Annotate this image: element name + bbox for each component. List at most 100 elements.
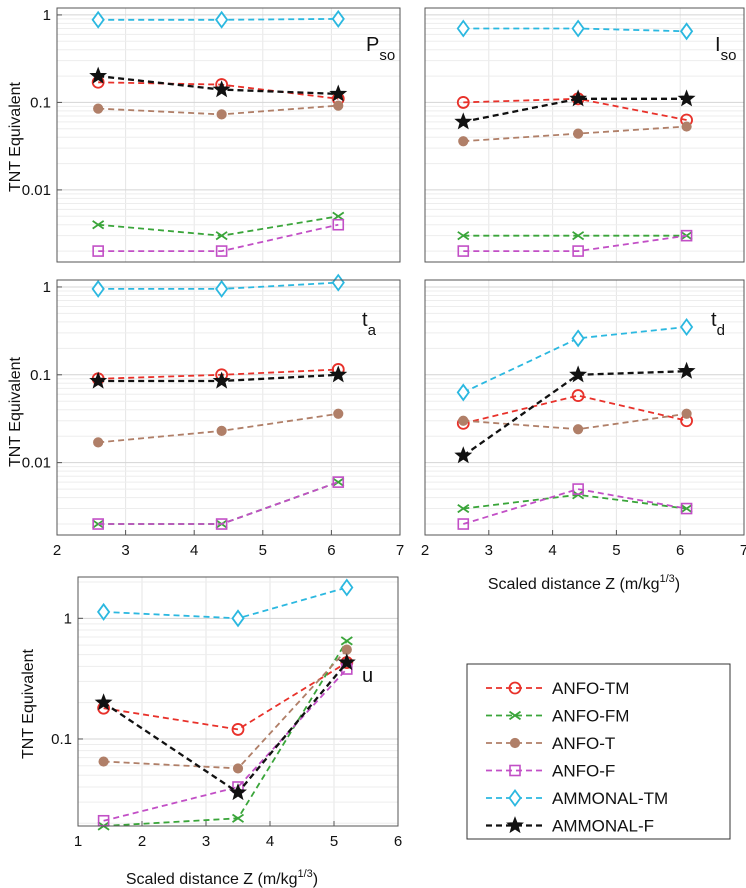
series-anfo-fm-marker [92,519,105,529]
series-anfo-tm-marker [571,389,585,402]
series-anfo-t-marker [681,121,692,132]
x-tick-label: 6 [676,542,684,559]
series-anfo-fm [92,211,345,241]
series-ammonal-f-marker [569,89,588,107]
series-ammonal-tm-marker [215,10,229,29]
series-ammonal-f-marker [329,365,348,383]
series-ammonal-f-marker [454,112,473,130]
series-anfo-t-marker [458,415,469,426]
legend-ammonal-f: AMMONAL-F [486,816,654,836]
series-anfo-tm-line [463,394,687,425]
series-ammonal-tm-marker [571,19,585,38]
panel-label: Pso [366,34,395,64]
series-anfo-fm-marker [215,231,228,241]
x-axis-title-sup: 1/3 [298,868,313,880]
series-anfo-t-marker [681,408,692,419]
series-anfo-t-marker [458,136,469,147]
legend-ammonal-tm-label: AMMONAL-TM [552,789,668,808]
series-ammonal-f [89,365,348,389]
series-ammonal-tm-marker [456,19,470,38]
legend-anfo-fm: ANFO-FM [486,707,629,726]
y-tick-label: 0.01 [22,455,51,472]
series-anfo-f-marker [215,245,228,257]
panel-1: 0.01 0.1 1 Pso TNT Equivalent [7,7,401,263]
series-anfo-f-marker [92,518,104,530]
series-anfo-fm-marker [457,503,470,514]
x-tick-label: 1 [74,833,82,850]
x-tick-label: 6 [394,833,402,850]
series-ammonal-tm-marker [331,9,345,28]
x-tick-label: 3 [202,833,210,850]
panel-label-main: t [711,309,717,331]
series-anfo-f [92,218,345,257]
panel-2: Iso [424,7,745,263]
plot-area [57,8,400,262]
y-tick-label: 1 [43,279,51,296]
legend-anfo-fm-label: ANFO-FM [552,707,629,726]
series-anfo-f-line [463,488,687,525]
series-ammonal-tm [96,578,354,628]
series-anfo-tm-marker [231,723,245,736]
y-tick-label: 1 [43,7,51,24]
series-anfo-f-marker [572,483,584,495]
legend-anfo-f-marker [509,764,521,777]
series-anfo-t-marker [341,644,352,655]
x-tick-label: 7 [396,542,404,559]
series-ammonal-f-marker [677,89,696,107]
axes-frame [56,279,401,536]
series-ammonal-f-marker [94,693,113,711]
series-anfo-t-marker [333,100,344,111]
series-ammonal-f [94,653,356,801]
series-anfo-fm-marker [340,636,353,646]
x-tick-label: 2 [53,542,61,559]
series-anfo-f-marker [680,502,693,515]
series-anfo-f-line [98,481,339,525]
series-anfo-t [93,408,344,448]
x-tick-label: 5 [259,542,267,559]
series-ammonal-tm-marker [91,10,105,29]
y-axis-title: TNT Equivalent [20,648,37,759]
y-tick-label: 0.1 [30,94,51,111]
series-anfo-t-marker [216,425,227,436]
series-anfo-t-marker [573,128,584,139]
series-ammonal-tm-marker [679,317,694,337]
x-tick-label: 2 [138,833,146,850]
series-ammonal-f-marker [229,783,247,801]
series-ammonal-tm [91,273,345,298]
series-anfo-t-marker [93,437,104,448]
x-tick-label: 3 [121,542,129,559]
legend-ammonal-f-label: AMMONAL-F [552,817,654,836]
series-ammonal-tm-marker [456,383,470,402]
x-axis-title-main: Scaled distance Z (m/kg [126,871,298,888]
series-ammonal-tm-line [462,326,687,394]
x-axis-title: Scaled distance Z (m/kg1/3) [126,868,318,888]
legend-box [466,663,731,840]
series-anfo-fm-marker [332,211,345,221]
series-ammonal-tm-marker [340,578,354,597]
series-ammonal-tm [456,19,694,41]
panel-label-sub: so [721,47,737,64]
plot-area [425,280,744,535]
series-ammonal-f-marker [212,371,231,389]
x-tick-label: 6 [327,542,335,559]
series-anfo-t-marker [216,109,227,120]
panel-4: 2 3 4 5 6 7 td Scaled distance Z (m/kg1/3) [421,279,746,593]
series-ammonal-tm-marker [679,22,694,41]
series-ammonal-tm-marker [571,329,585,348]
y-axis-title: TNT Equivalent [7,81,24,192]
series-anfo-fm-marker [92,220,105,230]
legend-anfo-t-label: ANFO-T [552,734,615,753]
series-anfo-f-marker [680,229,693,242]
series-anfo-fm-marker [457,231,470,241]
series-anfo-f [457,229,693,257]
x-axis-title-sup: 1/3 [660,573,675,585]
series-ammonal-tm-marker [91,279,105,298]
legend-ammonal-f-marker [506,816,524,834]
panel-label-main: u [362,665,373,687]
legend-anfo-fm-marker [508,710,522,721]
panel-label-main: I [715,34,721,56]
panel-3: 0.01 0.1 1 2 3 4 5 6 7 ta TNT Equivalent [7,273,404,559]
legend-anfo-t-marker [509,737,521,749]
x-tick-label: 4 [548,542,556,559]
